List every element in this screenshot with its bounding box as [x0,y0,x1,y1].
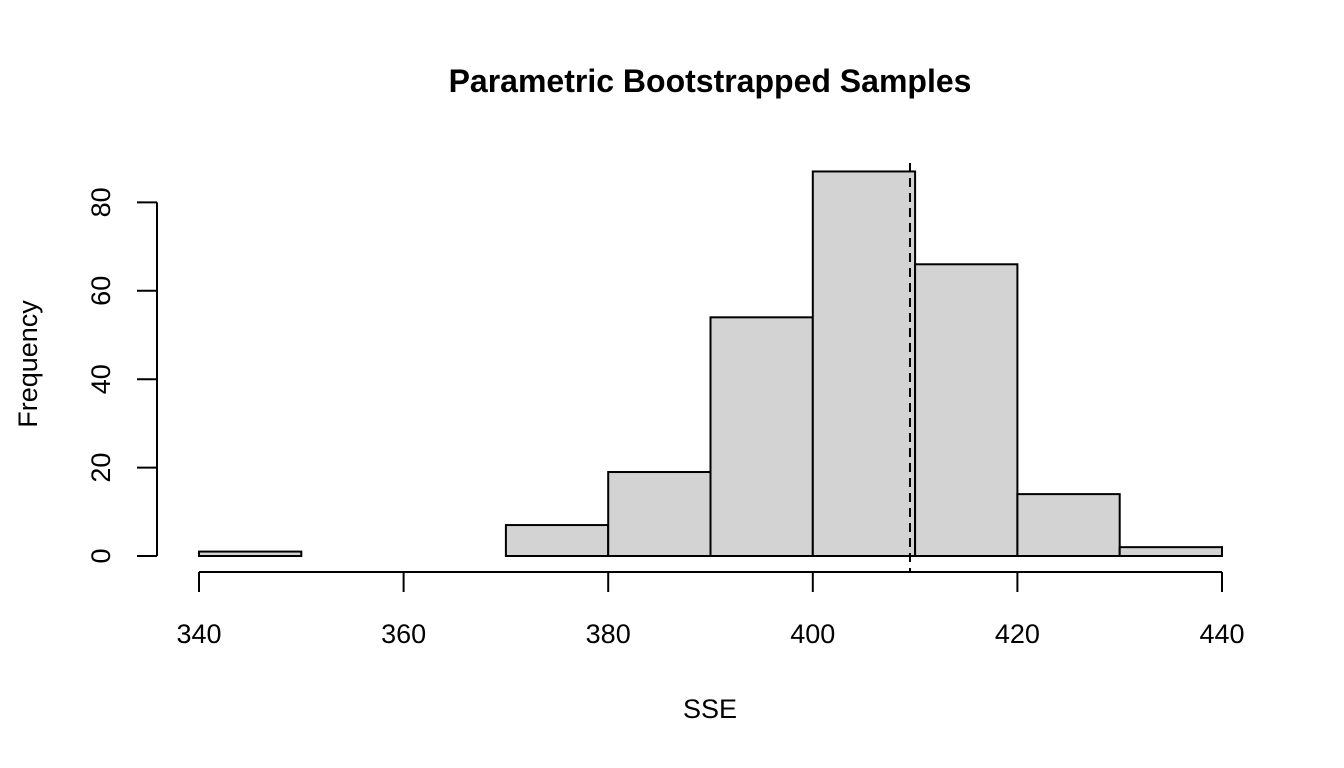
histogram-bar-380-390 [607,471,712,557]
histogram-bar-420-430 [1016,493,1121,557]
y-tick-label: 20 [86,453,116,483]
histogram-bar-390-400 [709,316,814,557]
histogram-bar-400-410 [811,170,917,558]
x-tick-label: 360 [381,619,426,649]
y-tick-label: 80 [86,187,116,217]
x-tick-label: 340 [176,619,221,649]
histogram-bar-410-420 [914,263,1019,557]
y-tick-label: 60 [86,276,116,306]
x-axis-label: SSE [683,694,737,724]
y-axis-label: Frequency [13,300,43,428]
histogram-bar-370-380 [504,524,610,557]
x-tick-label: 400 [790,619,835,649]
x-tick-label: 440 [1199,619,1244,649]
x-tick-label: 420 [995,619,1040,649]
histogram-bar-340-350 [198,550,303,558]
y-tick-label: 40 [86,364,116,394]
bars-group [198,170,1223,558]
x-axis: 340 360 380 400 420 440 [176,571,1245,649]
chart-title: Parametric Bootstrapped Samples [449,63,972,99]
y-tick-label: 0 [86,548,116,563]
x-tick-label: 380 [586,619,631,649]
y-axis: 0 20 40 60 80 [86,187,158,564]
histogram-bar-430-440 [1118,546,1223,557]
